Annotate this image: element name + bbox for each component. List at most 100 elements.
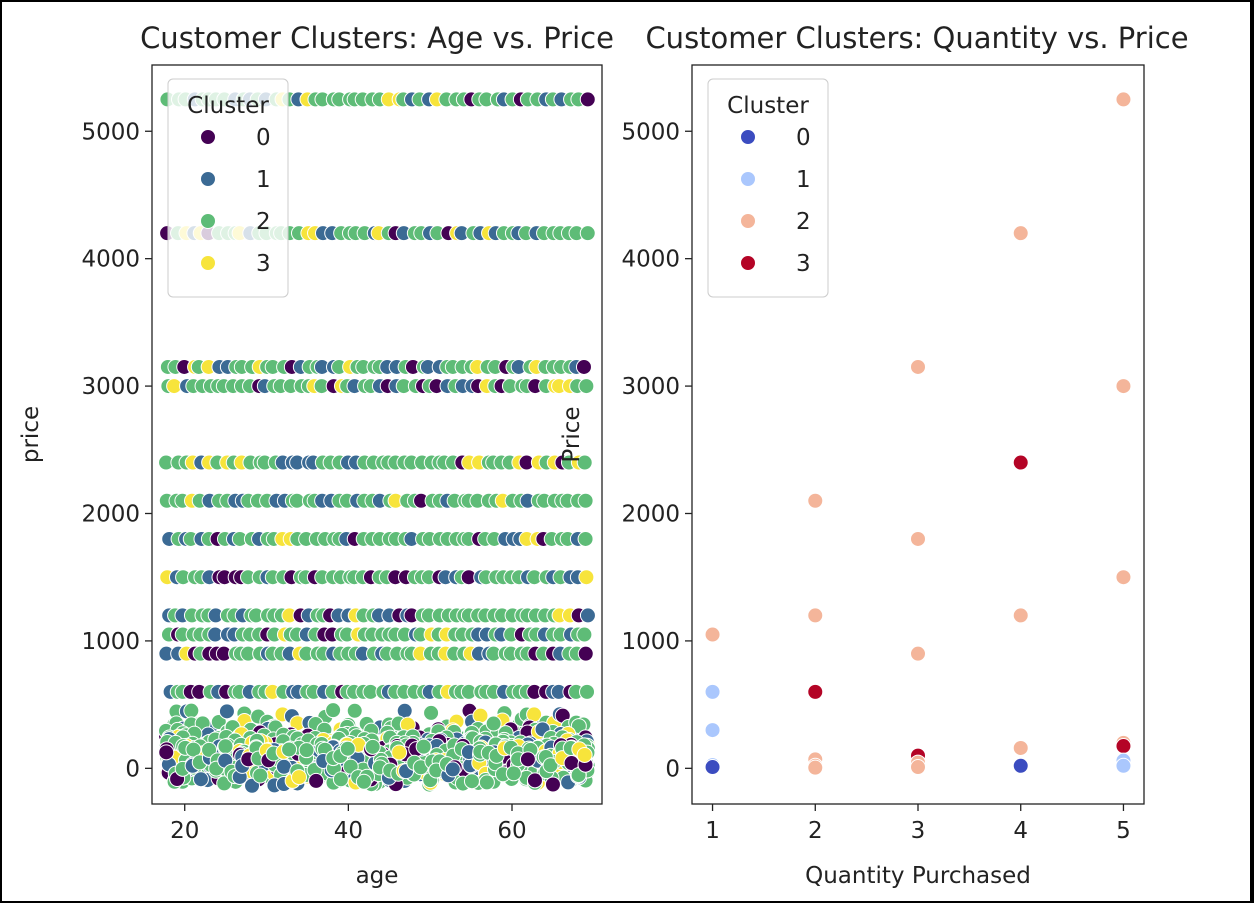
x-tick-label: 20	[170, 818, 199, 844]
data-point	[217, 738, 234, 755]
data-point	[807, 607, 824, 624]
data-point	[910, 530, 926, 547]
quantity-price-legend: Cluster 0 1 2 3	[707, 78, 829, 298]
data-point	[346, 702, 363, 719]
data-point	[1012, 607, 1029, 624]
data-point	[505, 765, 522, 782]
data-point	[355, 773, 372, 790]
data-point	[579, 607, 596, 624]
legend-marker	[200, 213, 216, 229]
data-point	[1012, 454, 1029, 471]
quantity-price-panel: 1 2 3 4 5 0 1000 2000 3000 4000 5000 Customer Clu…	[559, 21, 1189, 889]
legend-box	[167, 78, 289, 298]
y-tick-label: 3000	[621, 374, 680, 400]
y-tick-label: 5000	[621, 119, 680, 145]
age-price-title: Customer Clusters: Age vs. Price	[140, 21, 614, 55]
data-point	[444, 761, 461, 778]
y-tick-label: 0	[665, 756, 680, 782]
data-point	[1115, 757, 1132, 774]
data-point	[910, 358, 926, 375]
data-point	[485, 715, 502, 732]
data-point	[910, 645, 926, 662]
data-point	[472, 707, 489, 724]
legend-marker	[200, 171, 216, 187]
legend-marker	[200, 129, 216, 145]
data-point	[308, 772, 325, 789]
data-point	[704, 722, 721, 739]
data-point	[1012, 225, 1029, 242]
data-point	[339, 740, 356, 757]
x-tick-label: 3	[911, 818, 926, 844]
legend-label: 1	[256, 167, 271, 193]
data-point	[576, 454, 593, 471]
legend-label: 1	[796, 167, 811, 193]
data-point	[1012, 739, 1029, 756]
data-point	[577, 492, 594, 509]
y-tick-label: 4000	[81, 247, 140, 273]
data-point	[218, 703, 235, 720]
data-point	[578, 378, 595, 395]
data-point	[576, 626, 593, 643]
legend-label: 0	[796, 125, 811, 151]
legend-marker	[740, 171, 756, 187]
quantity-price-x-ticks: 1 2 3 4 5	[705, 804, 1131, 844]
data-point	[1115, 569, 1132, 586]
data-point	[1115, 378, 1132, 395]
data-point	[183, 702, 200, 719]
data-point	[1012, 757, 1029, 774]
data-point	[298, 742, 315, 759]
y-tick-label: 0	[125, 756, 140, 782]
legend-label: 2	[796, 209, 811, 235]
legend-label: 3	[796, 251, 811, 277]
data-point	[704, 626, 721, 643]
data-point	[291, 769, 308, 786]
data-point	[281, 741, 298, 758]
x-tick-label: 2	[808, 818, 823, 844]
age-price-x-label: age	[356, 863, 399, 889]
data-point	[478, 774, 495, 791]
legend-marker	[740, 213, 756, 229]
data-point	[575, 358, 592, 375]
data-point	[579, 225, 596, 242]
age-price-x-ticks: 20 40 60	[170, 804, 527, 844]
x-tick-label: 5	[1116, 818, 1131, 844]
data-point	[463, 773, 480, 790]
x-tick-label: 40	[334, 818, 363, 844]
x-tick-label: 60	[497, 818, 526, 844]
legend-label: 0	[256, 125, 271, 151]
x-tick-label: 1	[705, 818, 720, 844]
data-point	[704, 683, 721, 700]
quantity-price-x-label: Quantity Purchased	[805, 863, 1031, 889]
data-point	[415, 738, 432, 755]
data-point	[807, 492, 824, 509]
age-price-axes-frame	[151, 64, 603, 805]
data-point	[576, 746, 593, 763]
data-point	[158, 744, 175, 761]
data-point	[201, 741, 218, 758]
data-point	[577, 645, 594, 662]
y-tick-label: 1000	[81, 629, 140, 655]
data-point	[542, 757, 559, 774]
quantity-price-points	[704, 91, 1132, 776]
data-point	[519, 751, 536, 768]
legend-label: 3	[256, 251, 271, 277]
x-tick-label: 4	[1013, 818, 1028, 844]
legend-marker	[740, 255, 756, 271]
legend-label: 2	[256, 209, 271, 235]
data-point	[391, 744, 408, 761]
data-point	[704, 759, 721, 776]
data-point	[1115, 91, 1132, 108]
data-point	[577, 530, 594, 547]
legend-marker	[740, 129, 756, 145]
data-point	[526, 772, 543, 789]
data-point	[332, 771, 349, 788]
data-point	[364, 738, 381, 755]
y-tick-label: 3000	[81, 374, 140, 400]
data-point	[544, 776, 561, 793]
y-tick-label: 2000	[81, 501, 140, 527]
legend-box	[707, 78, 829, 298]
data-point	[1115, 738, 1132, 755]
